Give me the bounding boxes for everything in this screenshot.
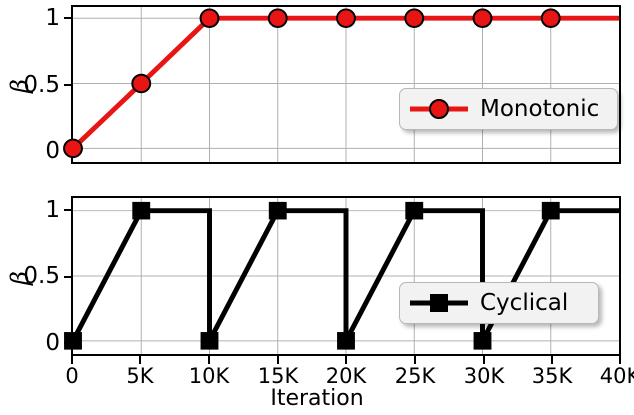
x-tick-label-20k: 20K [325,364,367,388]
legend-label-monotonic: Monotonic [480,96,600,122]
y-tick-mark-cyclical-1 [64,209,72,211]
x-tick-mark-30k [483,356,485,364]
data-markers-monotonic [63,8,561,159]
y-tick-label-cyclical-0point5: 0.5 [23,263,60,289]
x-tick-label-30k: 30K [463,364,505,388]
plot-panel-cyclical [64,196,621,356]
x-tick-mark-0 [71,356,73,364]
x-tick-label-5k: 5K [126,364,154,388]
x-tick-mark-5k [139,356,141,364]
x-tick-label-40k: 40K [599,364,634,388]
legend-cyclical[interactable]: Cyclical [399,282,599,324]
plot-panel-monotonic [63,5,621,164]
legend-marker-circle-icon [408,96,470,122]
x-tick-label-35k: 35K [531,364,573,388]
x-tick-mark-35k [551,356,553,364]
y-tick-label-monotonic-0point5: 0.5 [23,72,60,98]
x-tick-label-25k: 25K [394,364,436,388]
x-tick-mark-15k [277,356,279,364]
x-axis-title: Iteration [270,386,364,411]
y-tick-label-monotonic-1: 1 [45,5,60,31]
data-markers-cyclical [64,201,560,350]
x-tick-label-0: 0 [65,364,79,388]
y-tick-mark-monotonic-0point5 [64,84,72,86]
x-tick-mark-40k [619,356,621,364]
x-tick-label-15k: 15K [257,364,299,388]
x-tick-mark-25k [414,356,416,364]
x-tick-mark-20k [345,356,347,364]
plot-svg-cyclical [64,198,619,354]
y-tick-mark-monotonic-1 [64,17,72,19]
gridlines-vertical-monotonic [140,7,552,162]
legend-marker-square-icon [408,290,470,316]
x-tick-mark-10k [208,356,210,364]
legend-monotonic[interactable]: Monotonic [399,88,618,130]
legend-label-cyclical: Cyclical [480,290,569,316]
x-tick-label-10k: 10K [188,364,230,388]
y-tick-label-monotonic-0: 0 [45,138,60,164]
y-tick-label-cyclical-0: 0 [45,330,60,356]
plot-svg-monotonic [63,7,619,162]
y-tick-mark-cyclical-0point5 [64,276,72,278]
y-tick-label-cyclical-1: 1 [45,197,60,223]
